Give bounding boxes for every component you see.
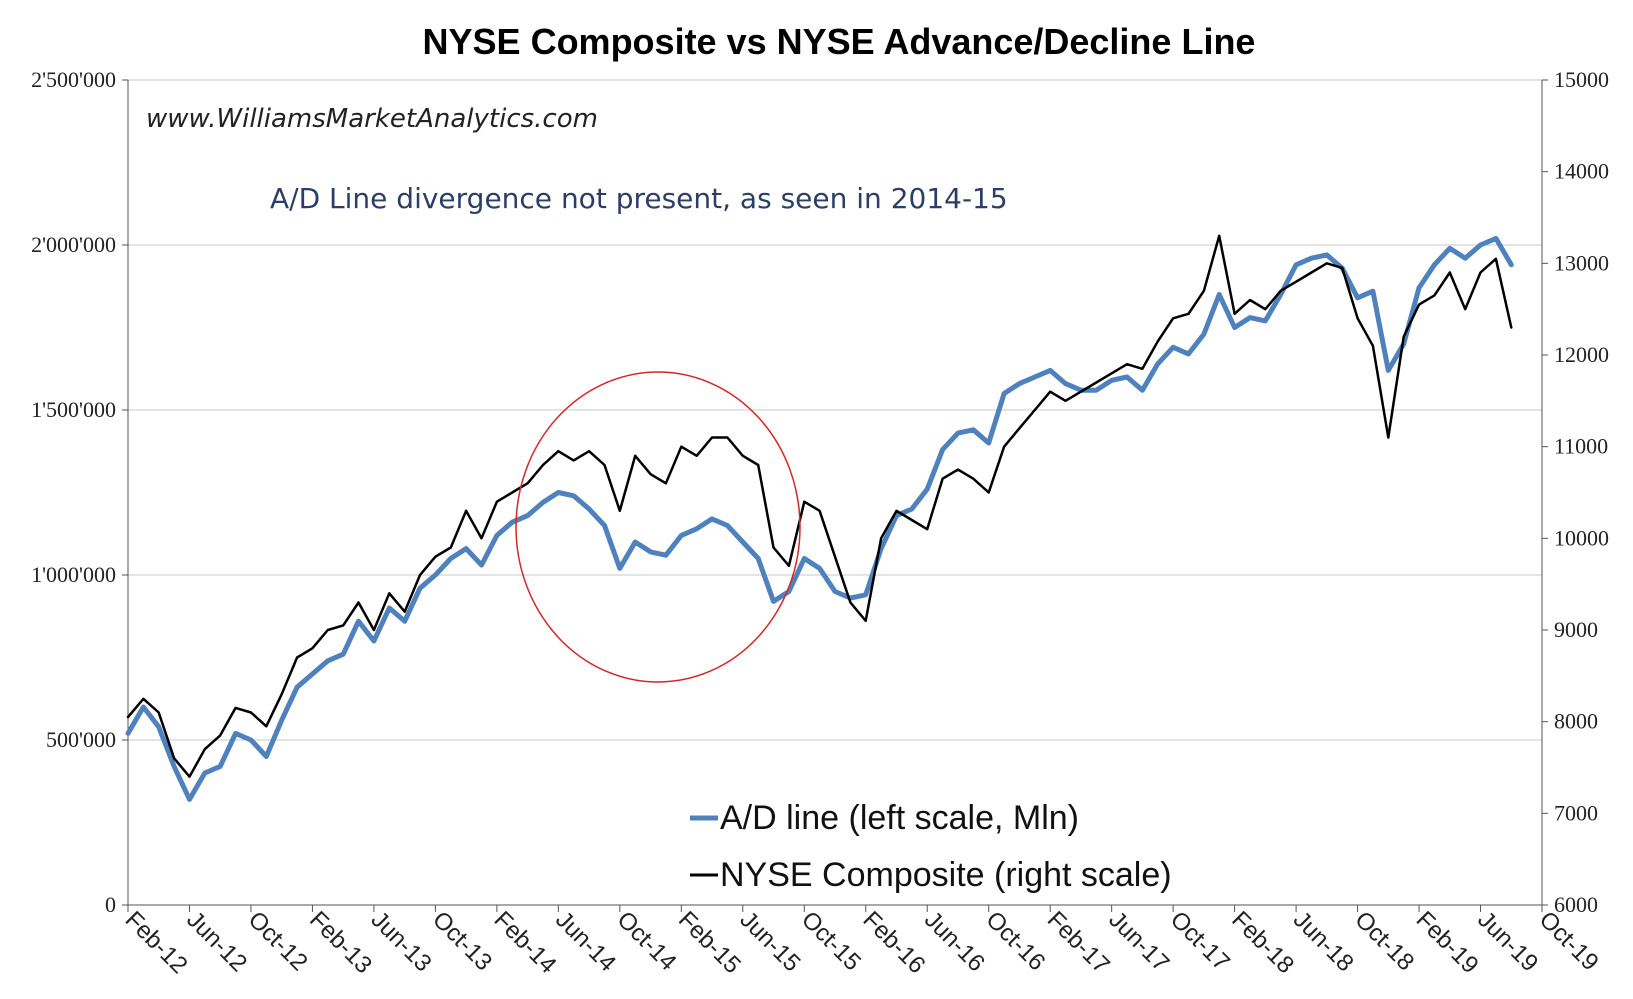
watermark-url: www.WilliamsMarketAnalytics.com (146, 104, 598, 134)
x-tick-label: Jun-14 (550, 906, 621, 977)
x-tick-label: Feb-19 (1411, 906, 1484, 979)
right-tick-label: 11000 (1554, 434, 1608, 459)
left-tick-label: 1'500'000 (31, 397, 116, 422)
divergence-highlight-circle (515, 371, 801, 683)
right-tick-label: 8000 (1554, 709, 1598, 734)
ad-line-series (125, 235, 1514, 802)
x-tick-label: Oct-18 (1349, 906, 1419, 976)
left-tick-label: 2'000'000 (31, 232, 116, 257)
x-tick-label: Jun-12 (181, 906, 252, 977)
right-axis-ticks: 6000 7000 8000 9000 10000 11000 12000 13000 1400… (1542, 67, 1609, 917)
right-tick-label: 12000 (1554, 342, 1609, 367)
legend-ad-line-label: A/D line (left scale, Mln) (720, 799, 1079, 837)
axes (127, 80, 1543, 906)
left-tick-label: 1'000'000 (31, 562, 116, 587)
x-tick-label: Feb-18 (1226, 906, 1299, 979)
x-tick-label: Jun-13 (366, 906, 437, 977)
x-tick-label: Feb-17 (1042, 906, 1115, 979)
right-tick-label: 10000 (1554, 525, 1609, 550)
left-tick-label: 2'500'000 (31, 67, 116, 92)
left-tick-label: 500'000 (46, 727, 116, 752)
x-tick-label: Jun-15 (735, 906, 806, 977)
x-tick-label: Oct-13 (427, 906, 497, 976)
x-tick-label: Feb-16 (857, 906, 930, 979)
series-layer (125, 234, 1514, 802)
x-tick-label: Jun-18 (1288, 906, 1359, 977)
right-tick-label: 14000 (1554, 159, 1609, 184)
x-tick-label: Feb-14 (489, 906, 562, 979)
gridlines (128, 79, 1542, 741)
right-tick-label: 9000 (1554, 617, 1598, 642)
x-tick-label: Oct-17 (1165, 906, 1235, 976)
x-tick-label: Feb-13 (304, 906, 377, 979)
x-tick-label: Jun-17 (1103, 906, 1174, 977)
nyse-composite-series (126, 234, 1513, 778)
right-tick-label: 6000 (1554, 892, 1598, 917)
legend: A/D line (left scale, Mln) NYSE Composit… (690, 799, 1172, 894)
legend-nyse-label: NYSE Composite (right scale) (720, 856, 1172, 894)
right-tick-label: 13000 (1554, 250, 1609, 275)
x-tick-label: Oct-16 (980, 906, 1050, 976)
right-tick-label: 15000 (1554, 67, 1609, 92)
x-tick-label: Oct-12 (243, 906, 313, 976)
x-axis-ticks: Feb-12Jun-12Oct-12Feb-13Jun-13Oct-13Feb-… (120, 905, 1604, 979)
x-tick-label: Feb-15 (673, 906, 746, 979)
left-axis-ticks: 0 500'000 1'000'000 1'500'000 2'000'000 2'500… (31, 67, 128, 917)
divergence-annotation: A/D Line divergence not present, as seen… (270, 182, 1008, 215)
x-tick-label: Oct-14 (612, 906, 682, 976)
left-tick-label: 0 (105, 892, 116, 917)
chart-title: NYSE Composite vs NYSE Advance/Decline L… (423, 21, 1256, 62)
x-tick-label: Jun-19 (1472, 906, 1543, 977)
x-tick-label: Feb-12 (120, 906, 193, 979)
x-tick-label: Oct-15 (796, 906, 866, 976)
right-tick-label: 7000 (1554, 800, 1598, 825)
x-tick-label: Jun-16 (919, 906, 990, 977)
